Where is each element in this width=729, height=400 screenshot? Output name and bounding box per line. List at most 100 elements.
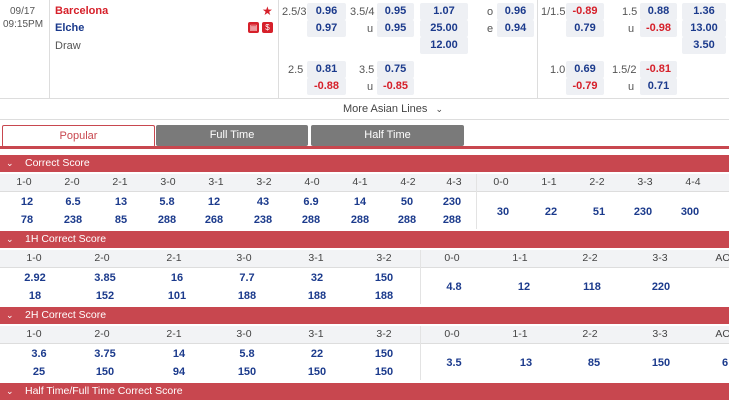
odds-cell[interactable]: 22 [310,348,324,360]
odds-cell[interactable]: 150 [307,366,327,378]
odds-cell[interactable]: 288 [301,214,321,226]
odds-cell[interactable]: 0.69 [566,61,604,78]
odds-cell[interactable]: 230 [442,196,462,208]
odds-cell[interactable]: 188 [307,290,327,302]
odds-cell[interactable]: 16 [170,272,184,284]
odds-cell[interactable]: 0.88 [640,3,677,20]
odds-cell[interactable]: 0.81 [307,61,346,78]
odds-cell[interactable]: -0.88 [307,78,346,95]
odds-cell[interactable]: 101 [167,290,187,302]
odds-cell[interactable]: 150 [237,366,257,378]
odds-cell[interactable]: 6.9 [303,196,319,208]
odds-cell[interactable]: 150 [374,366,394,378]
odds-cell[interactable]: 220 [651,281,671,293]
odds-cell[interactable]: 188 [374,290,394,302]
chevron-down-icon: ⌄ [6,234,14,244]
odds-cell[interactable]: 6.5 [65,196,81,208]
odds-cell[interactable]: 300 [680,206,700,218]
odds-cell[interactable]: 3.50 [682,37,726,54]
odds-cell[interactable]: 0.75 [377,61,414,78]
odds-cell[interactable]: 78 [20,214,34,226]
odds-cell[interactable]: -0.89 [566,3,604,20]
odds-cell[interactable]: 51 [592,206,606,218]
stats-icon[interactable]: ▤ [248,22,259,33]
odds-cell[interactable]: -0.81 [640,61,677,78]
odds-cell[interactable]: 150 [95,366,115,378]
away-team[interactable]: Elche [55,22,85,34]
odds-cell[interactable]: 5.8 [239,348,255,360]
money-icon[interactable]: $ [262,22,273,33]
odds-cell[interactable]: 12 [517,281,531,293]
odds-cell[interactable]: 50 [400,196,414,208]
odds-cell[interactable]: 150 [374,348,394,360]
odds-cell[interactable]: 0.71 [640,78,677,95]
odds-cell[interactable]: 118 [583,281,601,293]
section-title: Half Time/Full Time Correct Score [25,385,183,397]
odds-cell[interactable]: 288 [350,214,370,226]
odds-cell[interactable]: 5.8 [159,196,175,208]
odds-cell[interactable]: 3.75 [94,348,116,360]
odds-cell[interactable]: 14 [172,348,186,360]
odds-cell[interactable]: 13 [519,357,533,369]
odds-cell[interactable]: 12 [20,196,34,208]
tab-underline [0,146,729,149]
odds-cell[interactable]: 288 [397,214,417,226]
odds-cell[interactable]: 0.79 [566,20,604,37]
odds-cell[interactable]: 13 [114,196,128,208]
odds-cell[interactable]: 3.6 [31,348,47,360]
odds-cell[interactable]: 150 [374,272,394,284]
odds-cell[interactable]: 0.97 [307,20,346,37]
section-header-2h-correct-score[interactable]: ⌄ 2H Correct Score [0,307,729,324]
odds-cell[interactable]: 94 [172,366,186,378]
odds-cell[interactable]: 14 [353,196,367,208]
odds-cell[interactable]: 0.95 [377,3,414,20]
odds-cell[interactable]: 18 [28,290,42,302]
odds-cell[interactable]: -0.79 [566,78,604,95]
odds-cell[interactable]: 230 [633,206,653,218]
odds-cell[interactable]: 152 [95,290,115,302]
score-header-row: 1-0 2-0 2-1 3-0 3-1 3-2 4-0 4-1 4-2 4-3 … [0,174,729,192]
odds-cell[interactable]: 1.36 [682,3,726,20]
odds-cell[interactable]: 13.00 [682,20,726,37]
odds-cell[interactable]: 0.94 [497,20,534,37]
tab-half-time[interactable]: Half Time [311,125,464,146]
tab-full-time[interactable]: Full Time [156,125,308,146]
odds-cell[interactable]: 188 [237,290,257,302]
odds-cell[interactable]: 238 [63,214,83,226]
odds-cell[interactable]: 2.92 [24,272,46,284]
odds-cell[interactable]: 22 [544,206,558,218]
home-team[interactable]: Barcelona [55,5,109,17]
odds-cell[interactable]: 85 [114,214,128,226]
odds-cell[interactable]: 6 [721,357,729,369]
section-header-1h-correct-score[interactable]: ⌄ 1H Correct Score [0,231,729,248]
score-label: 4-2 [400,176,416,188]
odds-cell[interactable]: 12 [207,196,221,208]
odds-cell[interactable]: 85 [587,357,601,369]
odds-cell[interactable]: 0.95 [377,20,414,37]
odds-cell[interactable]: 25.00 [420,20,468,37]
odds-cell[interactable]: 3.85 [94,272,116,284]
section-header-correct-score[interactable]: ⌄ Correct Score [0,155,729,172]
section-header-htft-correct-score[interactable]: ⌄ Half Time/Full Time Correct Score [0,383,729,400]
odds-cell[interactable]: 30 [496,206,510,218]
more-asian-lines-link[interactable]: More Asian Lines ⌄ [343,103,443,115]
odds-cell[interactable]: 3.5 [446,357,462,369]
odds-cell[interactable]: -0.85 [377,78,414,95]
odds-cell[interactable]: 32 [310,272,324,284]
tab-popular[interactable]: Popular [2,125,155,147]
odds-cell[interactable]: 288 [442,214,462,226]
odds-cell[interactable]: -0.98 [640,20,677,37]
odds-cell[interactable]: 7.7 [239,272,255,284]
odds-cell[interactable]: 43 [256,196,270,208]
odds-cell[interactable]: 1.07 [420,3,468,20]
odds-cell[interactable]: 0.96 [307,3,346,20]
odds-cell[interactable]: 4.8 [446,281,462,293]
odds-cell[interactable]: 150 [651,357,671,369]
star-icon[interactable]: ★ [262,4,273,18]
odds-cell[interactable]: 0.96 [497,3,534,20]
odds-cell[interactable]: 288 [157,214,177,226]
odds-cell[interactable]: 12.00 [420,37,468,54]
odds-cell[interactable]: 25 [32,366,46,378]
odds-cell[interactable]: 268 [204,214,224,226]
odds-cell[interactable]: 238 [253,214,273,226]
